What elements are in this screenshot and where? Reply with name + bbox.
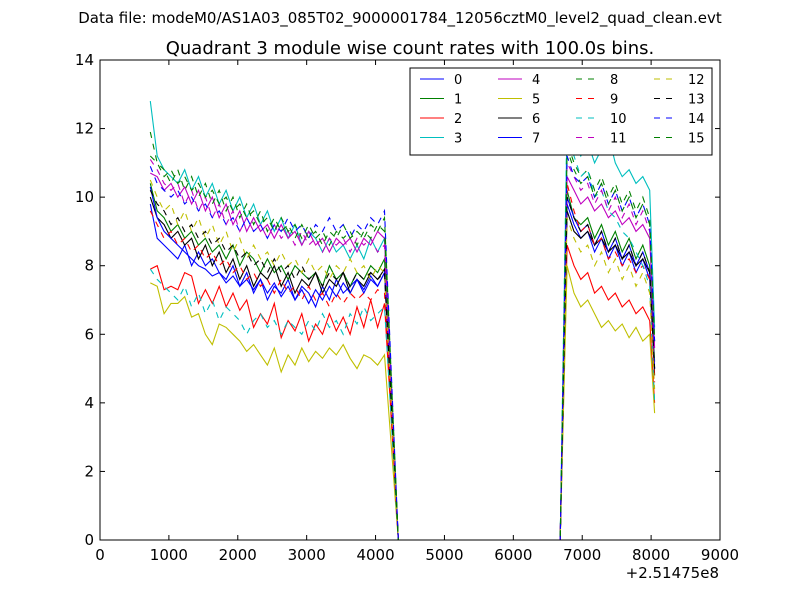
legend-label-5: 5 <box>532 93 540 108</box>
series-line-9 <box>149 183 656 541</box>
series-line-13 <box>149 190 656 541</box>
series-line-7 <box>149 186 656 541</box>
y-tick-label: 8 <box>84 257 94 275</box>
legend-label-0: 0 <box>454 73 462 88</box>
legend-label-11: 11 <box>610 132 627 147</box>
series-layer <box>149 101 656 541</box>
figure-suptitle: Data file: modeM0/AS1A03_085T02_90000017… <box>78 9 722 28</box>
legend-label-12: 12 <box>688 73 705 88</box>
legend-label-9: 9 <box>610 93 618 108</box>
x-tick-label: 7000 <box>563 546 601 564</box>
x-tick-label: 9000 <box>701 546 739 564</box>
series-line-4 <box>150 172 656 541</box>
y-tick-label: 14 <box>75 51 94 69</box>
y-tick-label: 10 <box>75 188 94 206</box>
legend-label-2: 2 <box>454 112 462 127</box>
x-offset-label: +2.51475e8 <box>626 564 719 582</box>
plot-frame <box>99 59 721 541</box>
legend-label-7: 7 <box>532 132 540 147</box>
axis-ticks: 0 1000 2000 3000 4000 5000 6000 7000 8000 9000 0 2 4… <box>75 51 739 564</box>
legend-label-10: 10 <box>610 112 627 127</box>
y-tick-label: 6 <box>84 325 94 343</box>
x-tick-label: 4000 <box>356 546 394 564</box>
legend-label-3: 3 <box>454 132 462 147</box>
series-line-11 <box>149 159 656 541</box>
y-tick-label: 2 <box>84 462 94 480</box>
y-tick-label: 12 <box>75 120 94 138</box>
series-line-5 <box>150 265 656 541</box>
legend-label-1: 1 <box>454 93 462 108</box>
y-tick-label: 4 <box>84 394 94 412</box>
series-line-14 <box>149 155 656 541</box>
x-tick-label: 2000 <box>219 546 257 564</box>
series-line-8 <box>149 131 656 541</box>
legend-label-15: 15 <box>688 132 705 147</box>
x-tick-label: 8000 <box>632 546 670 564</box>
x-tick-label: 0 <box>95 546 105 564</box>
x-tick-label: 3000 <box>288 546 326 564</box>
legend-label-4: 4 <box>532 73 540 88</box>
legend-label-6: 6 <box>532 112 540 127</box>
x-tick-label: 6000 <box>494 546 532 564</box>
legend-box <box>409 67 713 156</box>
chart-title: Quadrant 3 module wise count rates with … <box>166 38 655 59</box>
legend-label-13: 13 <box>688 93 705 108</box>
series-line-10 <box>149 111 656 541</box>
legend-label-14: 14 <box>688 112 705 127</box>
series-line-12 <box>149 179 656 541</box>
x-tick-label: 1000 <box>150 546 188 564</box>
series-line-2 <box>150 244 656 541</box>
x-tick-label: 5000 <box>425 546 463 564</box>
y-tick-label: 0 <box>84 531 94 549</box>
legend-label-8: 8 <box>610 73 618 88</box>
